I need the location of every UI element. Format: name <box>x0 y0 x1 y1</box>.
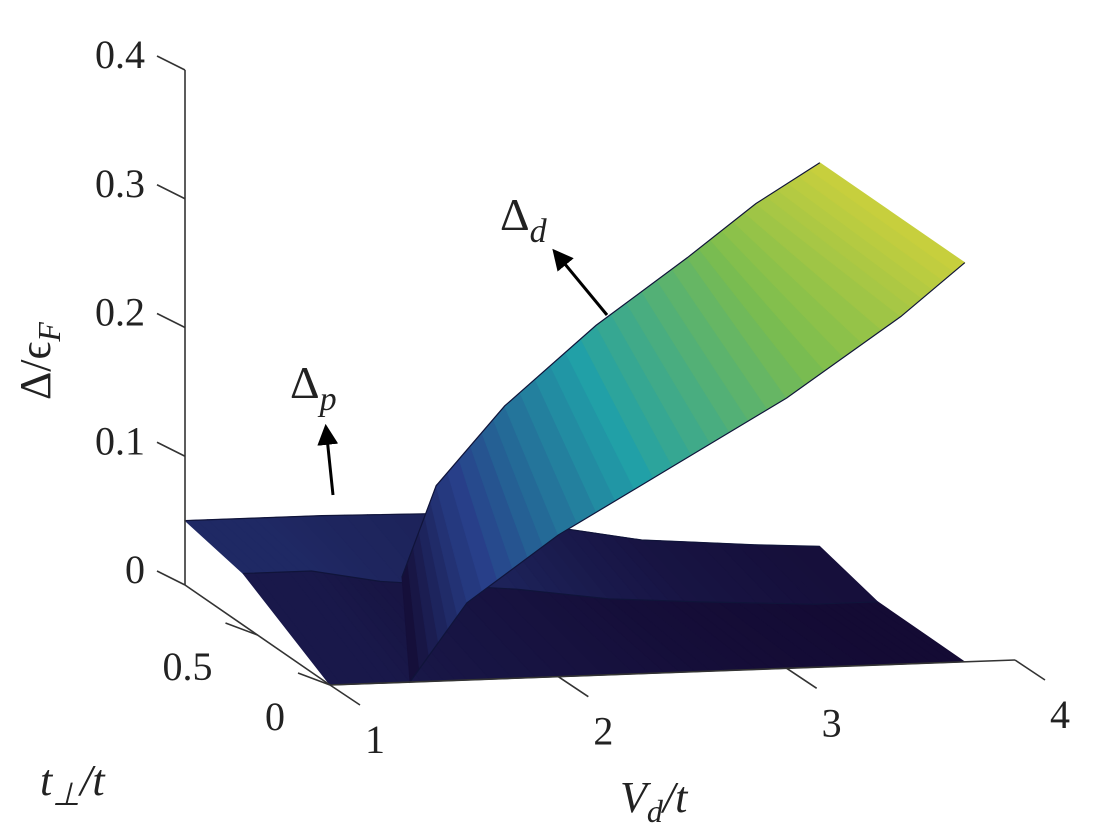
x-tick <box>557 676 589 698</box>
x-tick <box>1014 659 1046 681</box>
y-tick-label: 0 <box>265 694 285 739</box>
y-tick-label: 0.5 <box>163 644 213 689</box>
x-tick-label: 3 <box>822 700 842 745</box>
annotation: Δd <box>500 189 548 250</box>
x-tick <box>786 667 818 689</box>
surface-edge <box>401 162 821 578</box>
y-tick <box>297 672 331 686</box>
z-tick <box>156 441 186 457</box>
x-tick-label: 2 <box>593 709 613 754</box>
z-tick <box>156 55 186 71</box>
y-axis-label: t⊥/t <box>40 756 106 812</box>
surfaces <box>184 162 966 686</box>
x-axis <box>329 659 1016 686</box>
annotation: Δp <box>290 357 337 418</box>
z-tick <box>156 184 186 200</box>
axes: 1 2 3 4 0 0.5 0 0.1 0.2 0.3 0.4 <box>95 32 1070 762</box>
x-tick-label: 4 <box>1050 692 1070 737</box>
arrow <box>317 423 339 496</box>
z-tick-label: 0.2 <box>95 290 145 335</box>
z-tick-label: 0.4 <box>95 32 145 77</box>
x-tick-label: 1 <box>365 717 385 762</box>
z-tick-label: 0 <box>125 547 145 592</box>
z-tick-label: 0.1 <box>95 418 145 463</box>
y-tick <box>225 622 258 636</box>
x-axis-label: Vd/t <box>620 773 689 829</box>
z-tick <box>156 312 186 329</box>
z-tick-label: 0.3 <box>95 161 145 206</box>
z-axis-label: Δ/ϵF <box>11 322 67 400</box>
z-tick <box>156 570 186 586</box>
surface-edge <box>409 262 966 683</box>
surface-edge <box>242 570 878 605</box>
arrow <box>552 248 609 316</box>
x-tick <box>329 684 361 706</box>
